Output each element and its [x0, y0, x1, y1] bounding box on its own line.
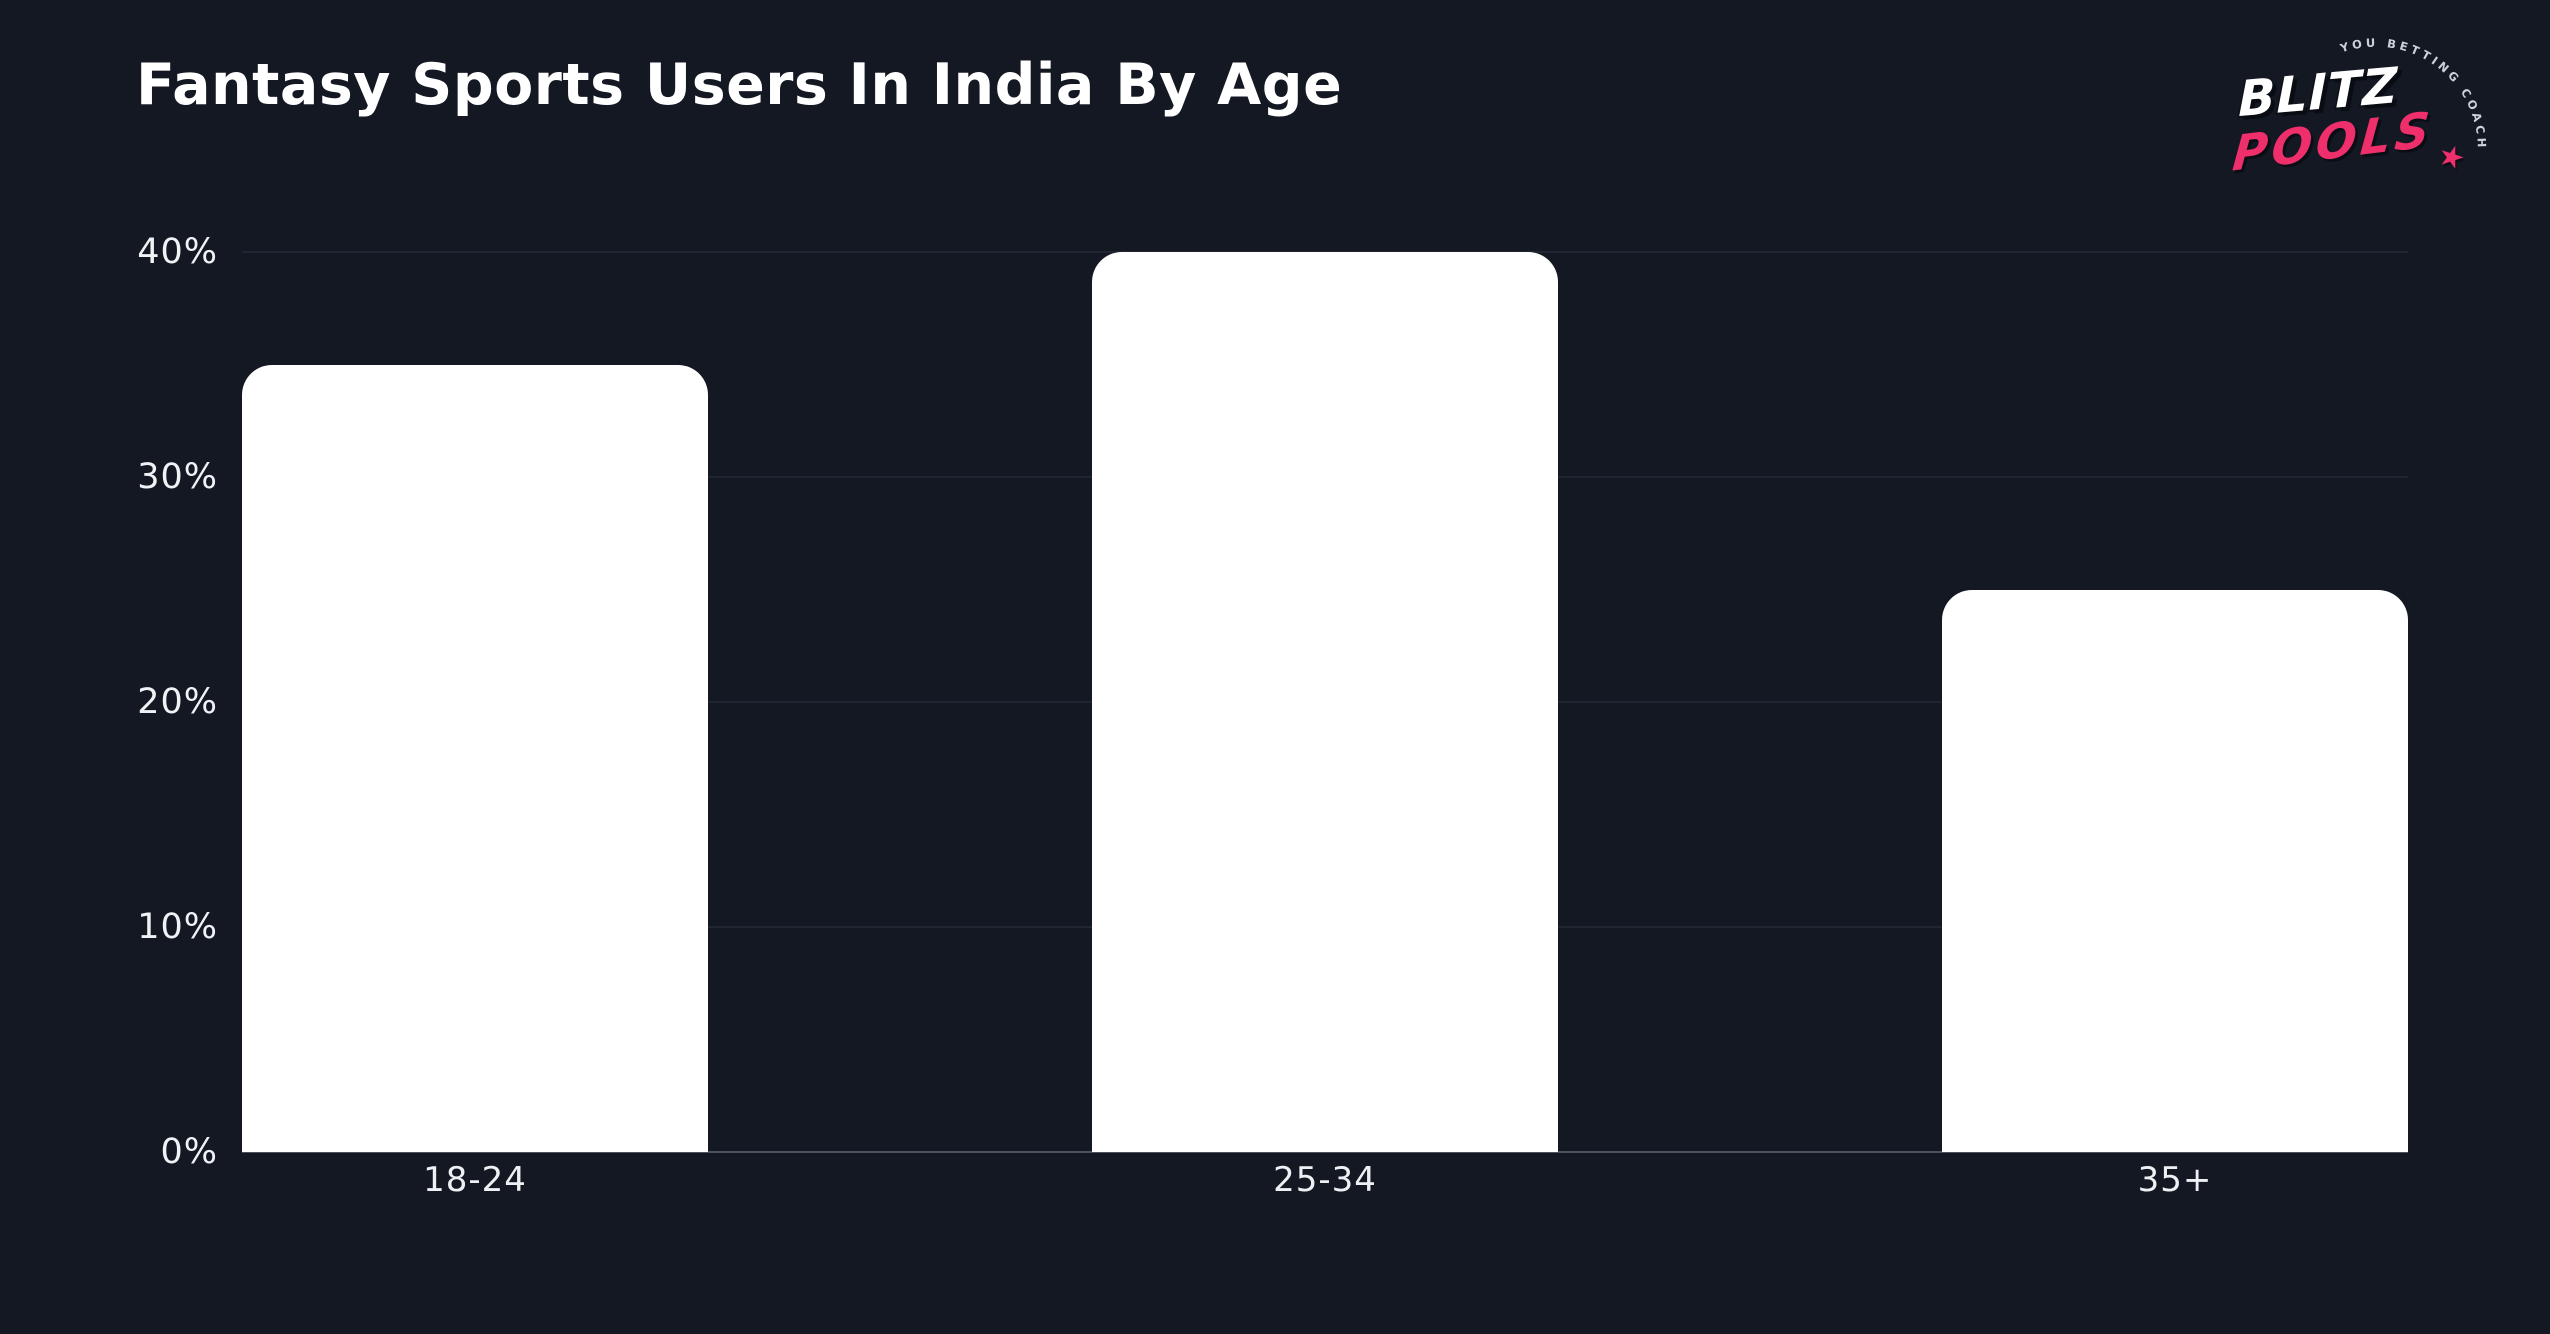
y-tick-label: 20%: [137, 682, 218, 722]
gridline-baseline: [242, 1151, 2408, 1153]
logo-arc-tagline: YOU BETTING COACH: [2338, 36, 2486, 152]
bar-25-34: [1092, 252, 1558, 1152]
bar-series: [242, 252, 2408, 1152]
y-tick-label: 40%: [137, 232, 218, 272]
y-tick-label: 0%: [160, 1132, 218, 1172]
blitzpools-logo: YOU BETTING COACH BLITZ POOLS ★: [2210, 22, 2500, 197]
y-tick-label: 30%: [137, 457, 218, 497]
plot-area: [242, 251, 2408, 1153]
y-axis: 0% 10% 20% 30% 40%: [0, 232, 218, 1172]
x-tick-label: 18-24: [423, 1160, 527, 1200]
y-tick-label: 10%: [137, 907, 218, 947]
x-tick-label: 35+: [2137, 1160, 2213, 1200]
x-tick-label: 25-34: [1273, 1160, 1377, 1200]
x-axis: 18-24 25-34 35+: [242, 1160, 2408, 1200]
bar-35+: [1942, 589, 2408, 1152]
bar-18-24: [242, 364, 708, 1152]
chart-title: Fantasy Sports Users In India By Age: [136, 52, 1343, 118]
